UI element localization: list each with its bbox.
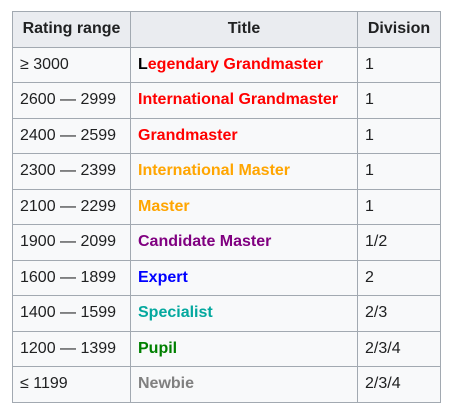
table-row: 1400 — 1599 Specialist 2/3 — [12, 295, 441, 332]
title-text: Master — [138, 197, 190, 215]
division-cell: 1/2 — [357, 224, 441, 261]
division-cell: 1 — [357, 117, 441, 154]
title-text: Candidate Master — [138, 233, 272, 251]
title-text: Expert — [138, 268, 188, 286]
division-cell: 2/3/4 — [357, 330, 441, 367]
table-body: ≥ 3000 Legendary Grandmaster 1 2600 — 2999 I… — [12, 46, 441, 403]
table-row: 1900 — 2099 Candidate Master 1/2 — [12, 224, 441, 261]
title-text: Specialist — [138, 304, 213, 322]
rating-range-cell: 1900 — 2099 — [12, 224, 131, 261]
title-text: Pupil — [138, 339, 178, 357]
title-text: egendary Grandmaster — [147, 55, 323, 73]
title-cell: Candidate Master — [130, 224, 358, 261]
title-cell: Pupil — [130, 330, 358, 367]
division-cell: 2 — [357, 259, 441, 296]
table-row: 2400 — 2599 Grandmaster 1 — [12, 117, 441, 154]
division-cell: 2/3/4 — [357, 366, 441, 403]
division-cell: 1 — [357, 46, 441, 83]
rating-range-cell: 2400 — 2599 — [12, 117, 131, 154]
rating-range-cell: 2100 — 2299 — [12, 188, 131, 225]
table-header: Rating range Title Division — [12, 11, 441, 48]
header-row: Rating range Title Division — [12, 11, 441, 48]
rating-range-cell: 1600 — 1899 — [12, 259, 131, 296]
title-cell: Legendary Grandmaster — [130, 46, 358, 83]
table-row: 2600 — 2999 International Grandmaster 1 — [12, 82, 441, 119]
table-row: 2100 — 2299 Master 1 — [12, 188, 441, 225]
title-cell: Expert — [130, 259, 358, 296]
rating-range-cell: 1400 — 1599 — [12, 295, 131, 332]
title-text: International Grandmaster — [138, 91, 339, 109]
rating-range-cell: 2300 — 2399 — [12, 153, 131, 190]
title-cell: International Master — [130, 153, 358, 190]
division-cell: 1 — [357, 153, 441, 190]
title-first-letter: L — [138, 55, 148, 73]
header-title: Title — [130, 11, 358, 48]
header-rating-range: Rating range — [12, 11, 131, 48]
rating-range-cell: 2600 — 2999 — [12, 82, 131, 119]
rating-range-cell: 1200 — 1399 — [12, 330, 131, 367]
header-division: Division — [357, 11, 441, 48]
title-cell: Newbie — [130, 366, 358, 403]
division-cell: 1 — [357, 188, 441, 225]
title-cell: International Grandmaster — [130, 82, 358, 119]
title-cell: Grandmaster — [130, 117, 358, 154]
table-row: ≥ 3000 Legendary Grandmaster 1 — [12, 46, 441, 83]
table-row: ≤ 1199 Newbie 2/3/4 — [12, 366, 441, 403]
title-text: International Master — [138, 162, 291, 180]
rating-range-cell: ≤ 1199 — [12, 366, 131, 403]
table-row: 2300 — 2399 International Master 1 — [12, 153, 441, 190]
division-cell: 1 — [357, 82, 441, 119]
table-row: 1600 — 1899 Expert 2 — [12, 259, 441, 296]
title-text: Grandmaster — [138, 126, 238, 144]
title-cell: Master — [130, 188, 358, 225]
rating-table: Rating range Title Division ≥ 3000 Legend… — [12, 11, 441, 403]
rating-range-cell: ≥ 3000 — [12, 46, 131, 83]
table-row: 1200 — 1399 Pupil 2/3/4 — [12, 330, 441, 367]
title-text: Newbie — [138, 375, 195, 393]
division-cell: 2/3 — [357, 295, 441, 332]
title-cell: Specialist — [130, 295, 358, 332]
